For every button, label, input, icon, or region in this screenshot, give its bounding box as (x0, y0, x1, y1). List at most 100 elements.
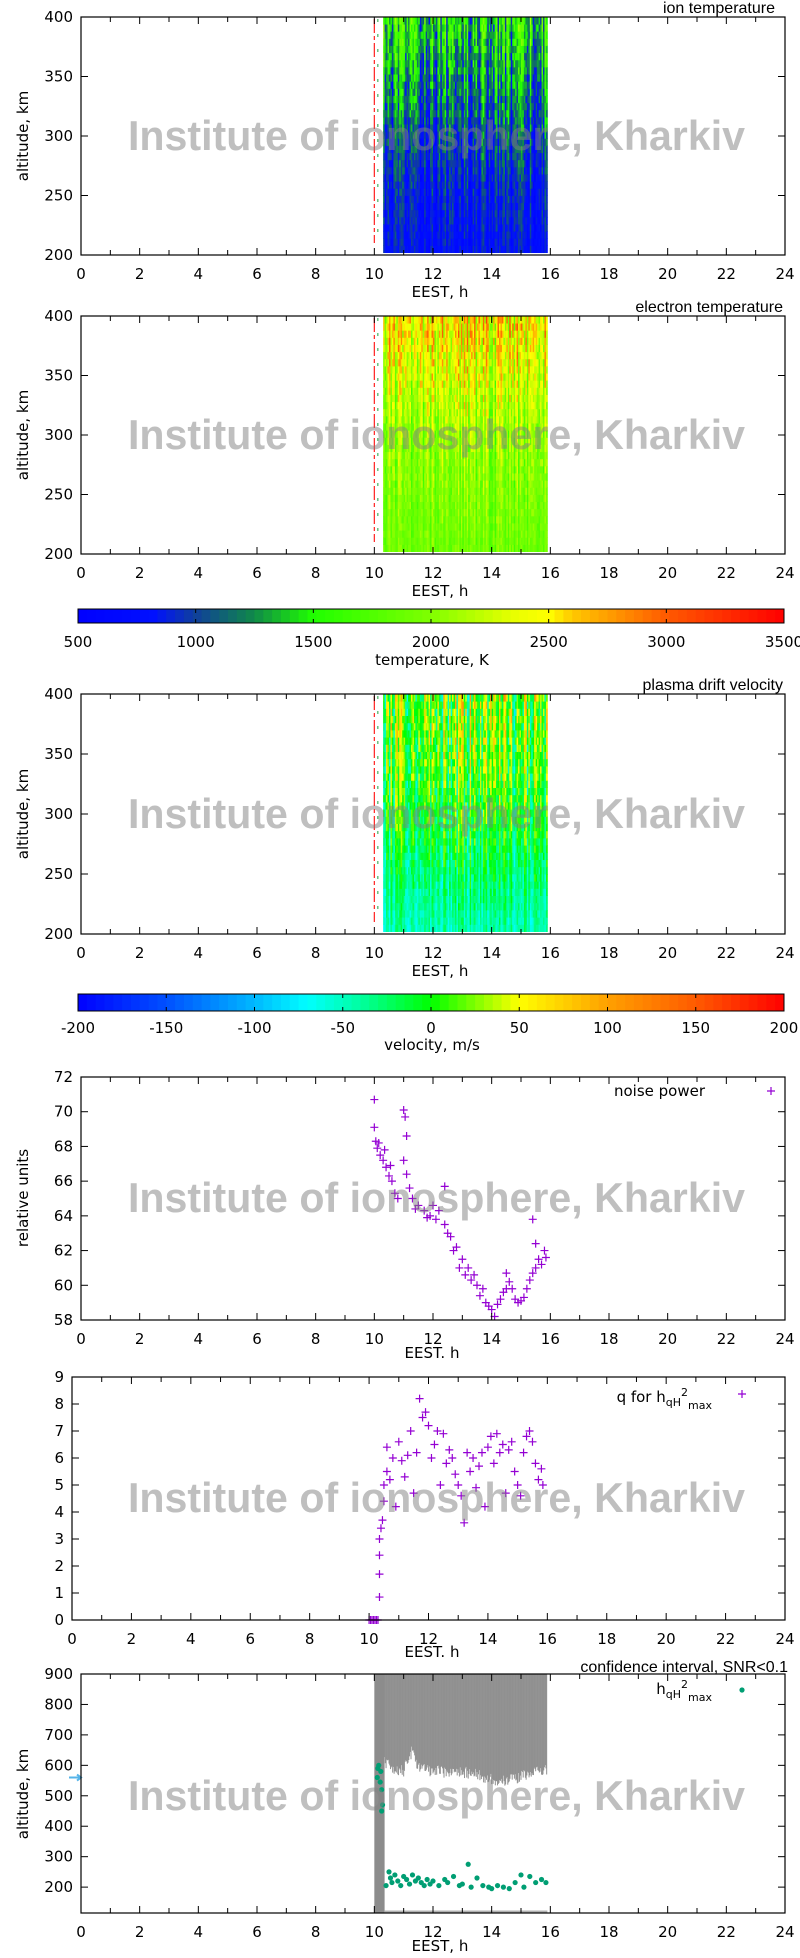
heatmap-cell (389, 38, 391, 46)
heatmap-cell (386, 166, 388, 175)
heatmap-cell (390, 74, 393, 82)
heatmap-cell (399, 116, 402, 125)
heatmap-cell (435, 202, 438, 211)
heatmap-cell (396, 74, 399, 82)
heatmap-cell (422, 145, 425, 154)
heatmap-cell (427, 45, 429, 54)
heatmap-cell (405, 224, 407, 232)
heatmap-cell (434, 102, 437, 111)
heatmap-cell (430, 216, 432, 225)
heatmap-cell (422, 202, 425, 211)
heatmap-cell (415, 188, 418, 196)
heatmap-cell (545, 45, 548, 54)
heatmap-cell (389, 188, 391, 196)
heatmap-cell (428, 116, 431, 125)
heatmap-cell (443, 224, 446, 232)
heatmap-cell (416, 145, 419, 154)
heatmap-cell (402, 45, 405, 54)
heatmap-cell (405, 238, 407, 246)
heatmap-cell (438, 231, 441, 239)
heatmap-cell (387, 59, 390, 68)
heatmap-cell (415, 224, 418, 232)
heatmap-cell (383, 145, 385, 154)
heatmap-cell (419, 17, 422, 25)
heatmap-cell (391, 216, 394, 225)
heatmap-cell (419, 166, 422, 175)
heatmap-cell (440, 52, 443, 61)
heatmap-cell (412, 202, 415, 211)
heatmap-cell (396, 159, 399, 168)
heatmap-cell (408, 216, 410, 225)
heatmap-cell (412, 131, 415, 139)
heatmap-cell (413, 124, 416, 132)
heatmap-cell (412, 181, 415, 189)
heatmap-cell (409, 138, 412, 146)
heatmap-cell (391, 231, 394, 239)
heatmap-cell (427, 31, 429, 39)
heatmap-cell (393, 245, 396, 254)
heatmap-cell (441, 59, 444, 68)
heatmap-cell (413, 145, 416, 154)
heatmap-cell (415, 88, 418, 96)
heatmap-cell (408, 231, 410, 239)
heatmap-cell (397, 245, 400, 254)
heatmap-cell (425, 231, 428, 239)
heatmap-cell (418, 195, 421, 204)
heatmap-cell (438, 24, 441, 32)
heatmap-cell (411, 102, 413, 111)
heatmap-cell (431, 224, 434, 232)
heatmap-cell (416, 209, 419, 218)
heatmap-cell (402, 216, 405, 225)
heatmap-cell (406, 245, 409, 254)
heatmap-cell (424, 209, 427, 218)
heatmap-cell (383, 109, 385, 118)
heatmap-cell (406, 224, 409, 232)
heatmap-cell (389, 116, 391, 125)
heatmap-cell (399, 59, 402, 68)
heatmap-cell (413, 238, 416, 246)
heatmap-cell (403, 38, 406, 46)
heatmap-cell (389, 145, 391, 154)
heatmap-cell (393, 116, 396, 125)
heatmap-cell (428, 45, 431, 54)
heatmap-cell (424, 245, 427, 254)
heatmap-cell (424, 24, 427, 32)
heatmap-cell (383, 88, 385, 96)
heatmap-cell (413, 66, 416, 75)
heatmap-cell (386, 116, 388, 125)
heatmap-cell (384, 231, 387, 239)
heatmap-cell (400, 224, 403, 232)
heatmap-cell (437, 138, 440, 146)
heatmap-cell (421, 245, 424, 254)
heatmap-cell (399, 52, 402, 61)
heatmap-cell (430, 31, 432, 39)
heatmap-cell (389, 216, 391, 225)
heatmap-cell (419, 52, 422, 61)
heatmap-cell (433, 52, 435, 61)
heatmap-cell (390, 102, 393, 111)
heatmap-cell (438, 216, 441, 225)
heatmap-cell (418, 245, 421, 254)
heatmap-cell (408, 59, 410, 68)
heatmap-cell (434, 81, 437, 89)
heatmap-cell (433, 216, 435, 225)
heatmap-cell (430, 238, 432, 246)
heatmap-cell (400, 166, 403, 175)
heatmap-cell (438, 245, 441, 254)
heatmap-cell (545, 174, 548, 182)
heatmap-cell (441, 216, 444, 225)
heatmap-cell (403, 188, 406, 196)
heatmap-cell (391, 188, 394, 196)
heatmap-cell (406, 59, 409, 68)
heatmap-cell (403, 66, 406, 75)
heatmap-cell (397, 231, 400, 239)
heatmap-cell (402, 59, 405, 68)
heatmap-cell (438, 109, 441, 118)
heatmap-cell (444, 102, 447, 111)
heatmap-cell (441, 88, 444, 96)
heatmap-cell (397, 131, 400, 139)
heatmap-cell (443, 88, 446, 96)
heatmap-cell (384, 17, 387, 25)
heatmap-cell (444, 45, 447, 54)
heatmap-cell (422, 88, 425, 96)
